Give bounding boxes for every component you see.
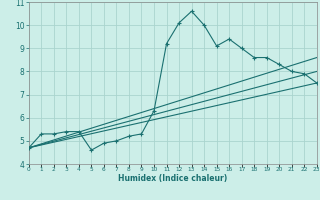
X-axis label: Humidex (Indice chaleur): Humidex (Indice chaleur) — [118, 174, 228, 183]
